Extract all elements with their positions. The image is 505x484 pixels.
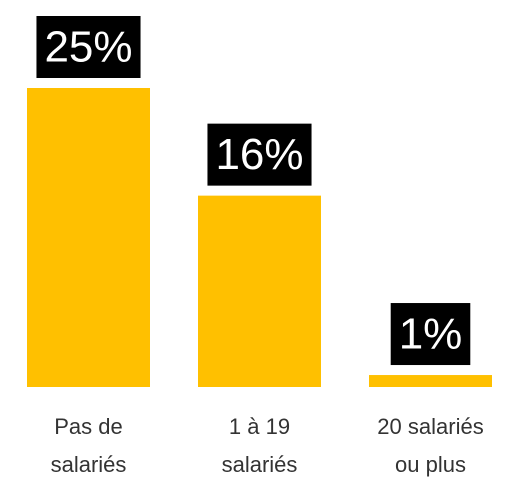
category-label: 20 salariés ou plus [377,414,484,477]
value-label: 16% [215,130,303,179]
value-label-box [36,16,141,78]
category-label: 1 à 19 salariés [221,414,298,477]
value-label: 1% [399,310,463,359]
value-label: 25% [44,23,132,72]
category-label: Pas de salariés [50,414,127,477]
bar [198,195,321,387]
bar [369,375,492,387]
bar [27,88,150,387]
value-label-box [390,303,471,366]
value-label-box [207,123,312,186]
